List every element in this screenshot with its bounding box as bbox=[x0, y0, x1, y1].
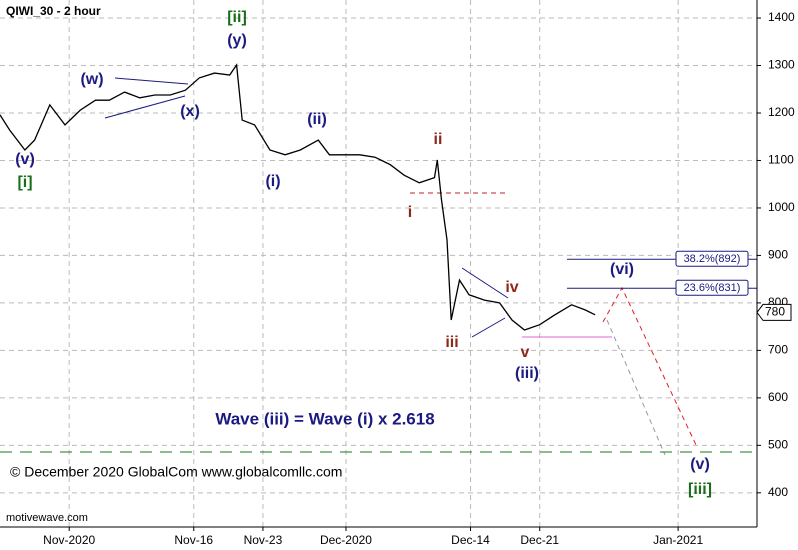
grid bbox=[0, 0, 757, 527]
trend-line bbox=[471, 317, 506, 338]
trend-line bbox=[104, 95, 186, 119]
wave-label: iii bbox=[445, 334, 458, 351]
annotation: Wave (iii) = Wave (i) x 2.618 bbox=[215, 409, 434, 428]
wave-label: [iii] bbox=[688, 481, 712, 498]
y-tick-label: 900 bbox=[768, 248, 788, 262]
y-tick-label: 400 bbox=[768, 485, 788, 499]
price-line bbox=[0, 63, 596, 331]
wave-label: (iii) bbox=[515, 365, 539, 382]
wave-label: (x) bbox=[180, 103, 200, 120]
x-tick-label: Nov-2020 bbox=[43, 533, 95, 547]
y-tick-label: 1000 bbox=[768, 200, 795, 214]
plot: 38.2%(892) 23.6%(831) (v) [i] (w) (x) [ii] (y) (… bbox=[0, 9, 757, 498]
trend-line bbox=[461, 267, 509, 299]
chart-title: QIWI_30 - 2 hour bbox=[6, 4, 101, 18]
fib-label: 23.6%(831) bbox=[684, 282, 741, 294]
trend-line bbox=[114, 77, 189, 85]
drawings bbox=[0, 77, 757, 456]
y-tick-label: 1400 bbox=[768, 10, 795, 24]
y-tick-label: 1200 bbox=[768, 105, 795, 119]
x-tick-label: Dec-14 bbox=[451, 533, 490, 547]
x-tick-label: Nov-23 bbox=[244, 533, 283, 547]
y-tick-label: 500 bbox=[768, 438, 788, 452]
wave-label: [i] bbox=[17, 174, 32, 191]
y-tick-label: 700 bbox=[768, 343, 788, 357]
fib-label-box bbox=[675, 279, 749, 296]
y-tick-label: 1300 bbox=[768, 58, 795, 72]
wave-label: (v) bbox=[15, 151, 35, 168]
wave-label: (w) bbox=[80, 71, 103, 88]
wave-label: [ii] bbox=[227, 9, 247, 26]
y-tick-label: 600 bbox=[768, 390, 788, 404]
wave-label: ii bbox=[434, 131, 443, 148]
x-tick-label: Jan-2021 bbox=[653, 533, 703, 547]
copyright: © December 2020 GlobalCom www.globalcoml… bbox=[10, 464, 342, 480]
fib-label: 38.2%(892) bbox=[684, 253, 741, 265]
wave-label: i bbox=[408, 204, 412, 221]
x-tick-label: Nov-16 bbox=[174, 533, 213, 547]
fib-label-box bbox=[675, 250, 749, 267]
x-tick-label: Dec-21 bbox=[520, 533, 559, 547]
wave-label: (v) bbox=[690, 456, 710, 473]
y-tick-label: 1100 bbox=[768, 153, 794, 167]
wave-label: v bbox=[521, 344, 530, 361]
wave-label: (vi) bbox=[610, 261, 634, 278]
wave-label: iv bbox=[505, 279, 518, 296]
wave-label: (i) bbox=[265, 173, 280, 190]
source: motivewave.com bbox=[6, 512, 88, 524]
wave-label: (ii) bbox=[307, 111, 327, 128]
x-tick-label: Dec-2020 bbox=[320, 533, 372, 547]
projection bbox=[606, 319, 666, 456]
last-price-box bbox=[756, 303, 792, 321]
wave-label: (y) bbox=[227, 32, 247, 49]
last-price-label: 780 bbox=[765, 305, 785, 319]
